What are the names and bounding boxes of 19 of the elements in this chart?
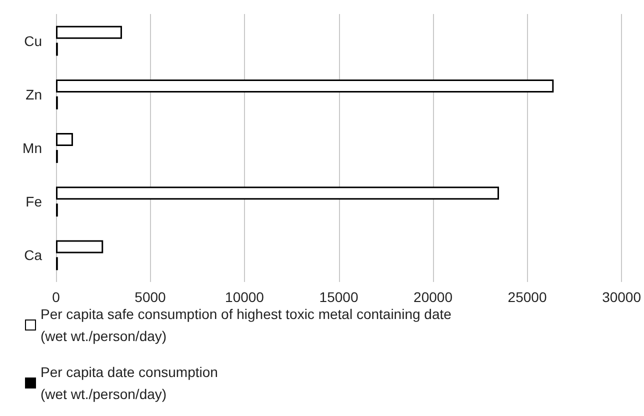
- x-tick-label: 5000: [134, 289, 166, 305]
- y-tick-label: Ca: [24, 247, 42, 264]
- bar: [56, 79, 554, 92]
- y-tick-label: Cu: [24, 32, 42, 49]
- bar: [56, 240, 104, 254]
- y-tick-label: Mn: [22, 140, 42, 156]
- bar: [56, 133, 73, 146]
- x-tick-label: 20000: [414, 289, 453, 305]
- y-tick-label: Fe: [26, 194, 42, 210]
- x-tick-label: 0: [52, 289, 60, 305]
- x-tick-label: 15000: [319, 289, 358, 305]
- x-tick-label: 30000: [602, 289, 642, 305]
- legend-label: Per capita date consumption (wet wt./person/day): [40, 364, 218, 402]
- legend-label: Per capita safe consumption of highest toxic metal containing date (wet wt./person/day): [40, 306, 452, 344]
- bar: [56, 186, 499, 200]
- x-tick-label: 10000: [225, 289, 264, 305]
- x-tick-label: 25000: [508, 289, 547, 305]
- bar: [56, 26, 122, 39]
- y-tick-label: Zn: [26, 86, 42, 102]
